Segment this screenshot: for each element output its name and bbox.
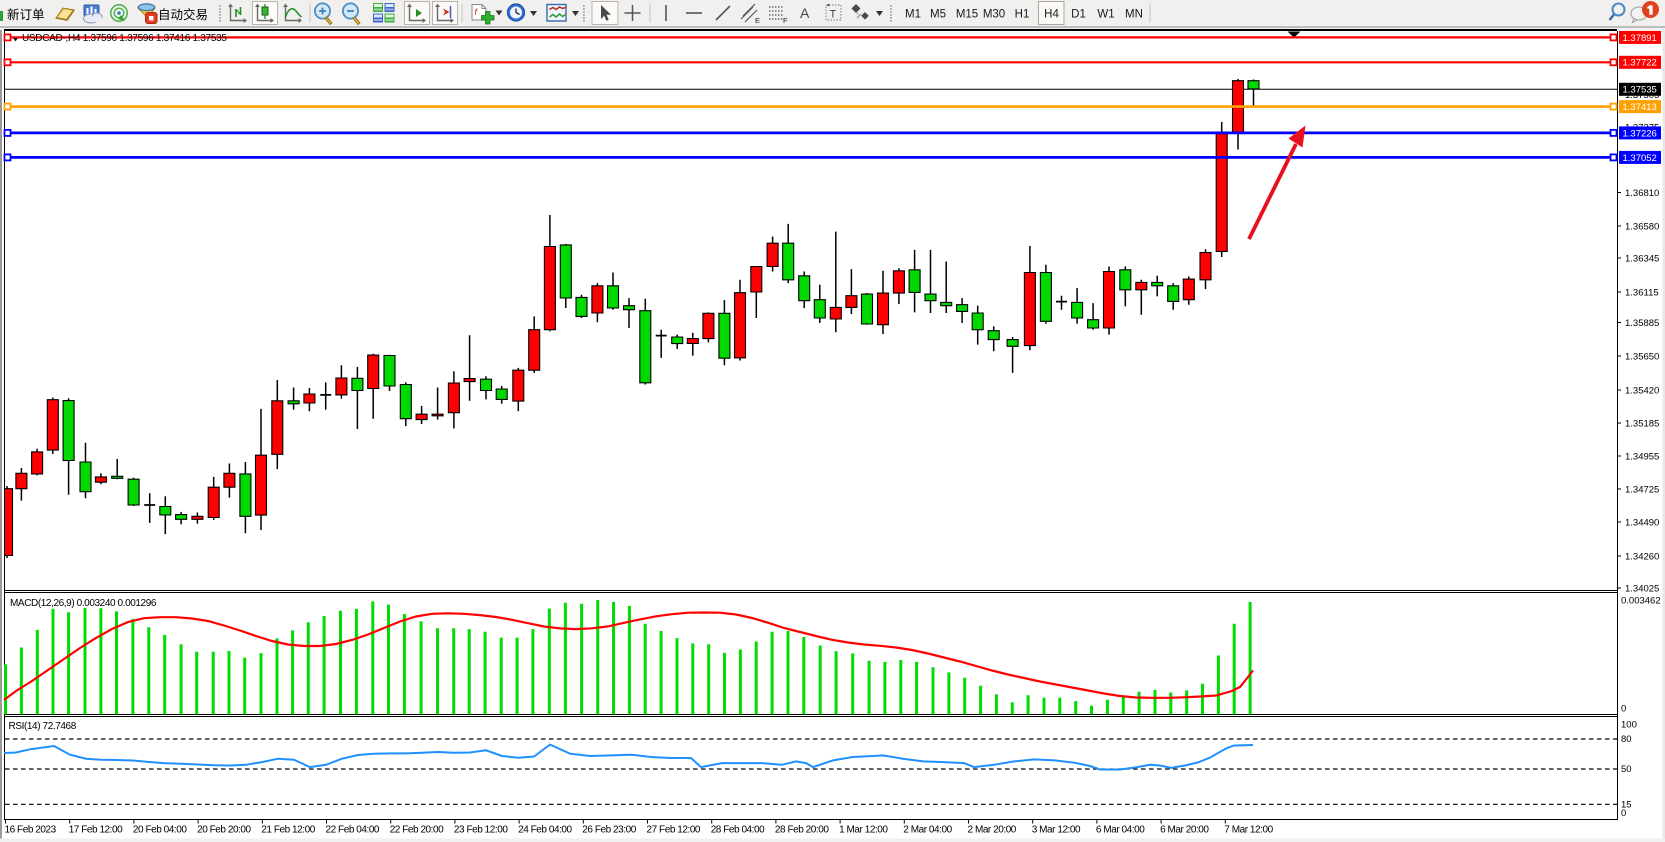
svg-text:M5: M5 [930, 9, 946, 21]
svg-text:22 Feb 20:00: 22 Feb 20:00 [390, 825, 444, 836]
svg-text:1 Mar 12:00: 1 Mar 12:00 [839, 825, 888, 836]
svg-text:T: T [830, 9, 837, 21]
svg-text:0: 0 [1621, 704, 1626, 715]
svg-text:15: 15 [1621, 799, 1632, 810]
svg-text:1.36345: 1.36345 [1625, 253, 1659, 264]
svg-text:2 Mar 04:00: 2 Mar 04:00 [903, 825, 952, 836]
svg-text:F: F [783, 16, 788, 25]
svg-text:1.36115: 1.36115 [1625, 287, 1659, 298]
svg-text:f: f [475, 7, 479, 17]
svg-text:6 Mar 04:00: 6 Mar 04:00 [1096, 825, 1145, 836]
svg-text:MN: MN [1125, 9, 1143, 21]
svg-text:新订单: 新订单 [7, 7, 45, 22]
svg-text:M1: M1 [905, 9, 921, 21]
svg-text:1.34490: 1.34490 [1625, 517, 1659, 528]
svg-text:24 Feb 04:00: 24 Feb 04:00 [518, 825, 572, 836]
svg-text:MACD(12,26,9) 0.003240 0.00129: MACD(12,26,9) 0.003240 0.001296 [10, 598, 157, 609]
svg-text:1.37535: 1.37535 [1623, 85, 1657, 96]
svg-text:1.34955: 1.34955 [1625, 451, 1659, 462]
svg-text:1.37722: 1.37722 [1623, 58, 1657, 69]
svg-text:0: 0 [1621, 808, 1626, 819]
svg-text:1.35420: 1.35420 [1625, 385, 1659, 396]
svg-text:80: 80 [1621, 734, 1632, 745]
svg-text:17 Feb 12:00: 17 Feb 12:00 [69, 825, 123, 836]
svg-text:2 Mar 20:00: 2 Mar 20:00 [968, 825, 1017, 836]
svg-text:1.34725: 1.34725 [1625, 484, 1659, 495]
svg-text:1.36580: 1.36580 [1625, 221, 1659, 232]
svg-text:H1: H1 [1015, 9, 1030, 21]
svg-text:自动交易: 自动交易 [158, 7, 208, 22]
svg-text:26 Feb 23:00: 26 Feb 23:00 [582, 825, 636, 836]
svg-text:20 Feb 20:00: 20 Feb 20:00 [197, 825, 251, 836]
svg-text:RSI(14) 72.7468: RSI(14) 72.7468 [9, 721, 77, 732]
svg-text:23 Feb 12:00: 23 Feb 12:00 [454, 825, 508, 836]
svg-text:1.34260: 1.34260 [1625, 551, 1659, 562]
svg-text:E: E [755, 16, 760, 25]
svg-text:7 Mar 12:00: 7 Mar 12:00 [1224, 825, 1273, 836]
svg-text:W1: W1 [1097, 9, 1114, 21]
svg-text:1.37052: 1.37052 [1623, 153, 1657, 164]
svg-text:27 Feb 12:00: 27 Feb 12:00 [647, 825, 701, 836]
svg-text:1.37413: 1.37413 [1623, 102, 1657, 113]
svg-text:A: A [800, 5, 810, 21]
svg-text:3 Mar 12:00: 3 Mar 12:00 [1032, 825, 1081, 836]
svg-text:28 Feb 20:00: 28 Feb 20:00 [775, 825, 829, 836]
svg-text:22 Feb 04:00: 22 Feb 04:00 [326, 825, 380, 836]
svg-text:H4: H4 [1044, 9, 1059, 21]
svg-text:1.37891: 1.37891 [1623, 33, 1657, 44]
svg-text:1.35185: 1.35185 [1625, 418, 1659, 429]
svg-text:1.35650: 1.35650 [1625, 351, 1659, 362]
svg-text:1.35885: 1.35885 [1625, 318, 1659, 329]
svg-text:100: 100 [1621, 720, 1637, 731]
svg-text:1.37226: 1.37226 [1623, 128, 1657, 139]
svg-text:D1: D1 [1071, 9, 1086, 21]
svg-text:21 Feb 12:00: 21 Feb 12:00 [261, 825, 315, 836]
svg-text:1.36810: 1.36810 [1625, 188, 1659, 199]
svg-text:USDCAD-,H4 1.37596 1.37596 1.3: USDCAD-,H4 1.37596 1.37596 1.37416 1.375… [22, 33, 227, 44]
svg-text:28 Feb 04:00: 28 Feb 04:00 [711, 825, 765, 836]
svg-text:16 Feb 2023: 16 Feb 2023 [5, 825, 57, 836]
svg-text:1.34025: 1.34025 [1625, 583, 1659, 594]
svg-text:6 Mar 20:00: 6 Mar 20:00 [1160, 825, 1209, 836]
svg-text:M30: M30 [983, 9, 1005, 21]
svg-text:50: 50 [1621, 764, 1632, 775]
svg-text:20 Feb 04:00: 20 Feb 04:00 [133, 825, 187, 836]
svg-text:0.003462: 0.003462 [1621, 596, 1661, 607]
svg-text:M15: M15 [956, 9, 978, 21]
